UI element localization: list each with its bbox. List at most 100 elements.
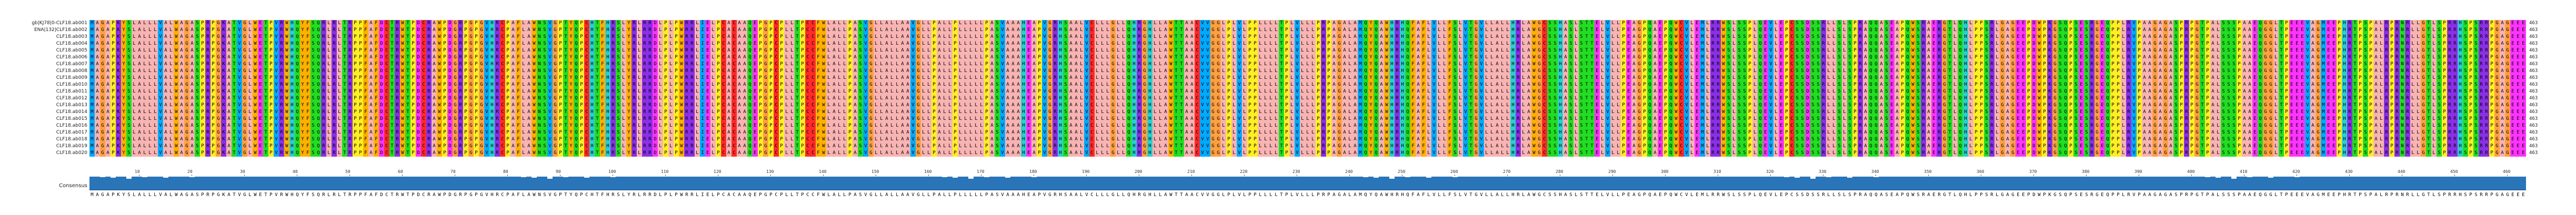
residue-cell: L bbox=[1095, 81, 1100, 88]
residue-cell: S bbox=[2437, 61, 2442, 68]
residue-cell: L bbox=[1231, 34, 1237, 40]
residue-cell: A bbox=[526, 34, 532, 40]
residue-cell: P bbox=[2042, 34, 2047, 40]
residue-cell: S bbox=[616, 34, 621, 40]
residue-cell: S bbox=[1579, 88, 1584, 95]
residue-cell: L bbox=[1437, 81, 1442, 88]
residue-cell: P bbox=[1621, 88, 1626, 95]
residue-cell: L bbox=[1831, 54, 1837, 61]
residue-cell: A bbox=[900, 47, 905, 54]
residue-cell: L bbox=[1952, 47, 1958, 54]
residue-cell: P bbox=[1226, 81, 1231, 88]
residue-cell: A bbox=[2158, 20, 2163, 27]
residue-cell: M bbox=[1700, 20, 1705, 27]
residue-cell: R bbox=[458, 81, 463, 88]
residue-cell: C bbox=[721, 61, 726, 68]
residue-cell: W bbox=[679, 75, 684, 81]
residue-cell: G bbox=[242, 81, 247, 88]
sequence-name[interactable]: CLF18.ab009 bbox=[3, 75, 87, 81]
residue-cell: G bbox=[2421, 68, 2426, 75]
residue-cell: D bbox=[447, 88, 453, 95]
sequence-name[interactable]: CLF18.ab003 bbox=[3, 34, 87, 40]
residue-cell: P bbox=[1979, 34, 1984, 40]
residue-cell: W bbox=[679, 81, 684, 88]
sequence-name[interactable]: gb|KJ78|0-CLF18.ab001 bbox=[3, 20, 87, 27]
residue-cell: P bbox=[474, 81, 479, 88]
residue-cell: A bbox=[2168, 27, 2173, 34]
residue-cell: L bbox=[1752, 75, 1758, 81]
residue-cell: P bbox=[2442, 81, 2447, 88]
sequence-name[interactable]: CLF18.ab017 bbox=[3, 129, 87, 136]
residue-cell: E bbox=[2289, 61, 2294, 68]
residue-cell: A bbox=[1379, 54, 1384, 61]
residue-cell: T bbox=[232, 27, 237, 34]
residue-cell: V bbox=[863, 54, 868, 61]
residue-cell: R bbox=[347, 54, 353, 61]
residue-cell: G bbox=[184, 88, 189, 95]
residue-cell: V bbox=[1042, 81, 1047, 88]
residue-cell: L bbox=[658, 81, 663, 88]
residue-cell: L bbox=[958, 27, 963, 34]
residue-cell: L bbox=[1610, 68, 1616, 75]
residue-cell: P bbox=[353, 61, 358, 68]
residue-cell: F bbox=[363, 61, 368, 68]
residue-cell: W bbox=[821, 81, 826, 88]
residue-cell: P bbox=[1252, 34, 1258, 40]
residue-cell: R bbox=[632, 68, 637, 75]
residue-cell: C bbox=[1679, 61, 1684, 68]
sequence-name[interactable]: ENA|132|CLF18.ab002 bbox=[3, 27, 87, 34]
residue-cell: P bbox=[2137, 27, 2142, 34]
residue-cell: L bbox=[1274, 27, 1279, 34]
sequence-name[interactable]: CLF18.ab013 bbox=[3, 102, 87, 109]
residue-cell: K bbox=[2047, 81, 2052, 88]
sequence-name[interactable]: CLF18.ab007 bbox=[3, 61, 87, 68]
residue-cell: P bbox=[1900, 54, 1905, 61]
residue-cell: P bbox=[1326, 40, 1331, 47]
residue-cell: L bbox=[2431, 61, 2437, 68]
residue-cell: L bbox=[2431, 75, 2437, 81]
sequence-name[interactable]: CLF18.ab020 bbox=[3, 150, 87, 157]
residue-cell: R bbox=[2184, 27, 2189, 34]
residue-cell: A bbox=[1926, 40, 1931, 47]
sequence-name[interactable]: CLF18.ab019 bbox=[3, 143, 87, 150]
sequence-name[interactable]: CLF18.ab014 bbox=[3, 109, 87, 116]
residue-cell: V bbox=[237, 88, 242, 95]
sequence-name[interactable]: CLF18.ab016 bbox=[3, 122, 87, 129]
residue-cell: Q bbox=[1758, 54, 1763, 61]
residue-cell: W bbox=[253, 68, 258, 75]
residue-cell: V bbox=[1463, 40, 1468, 47]
residue-cell: V bbox=[1463, 27, 1468, 34]
sequence-name[interactable]: CLF18.ab012 bbox=[3, 95, 87, 102]
sequence-name[interactable]: CLF18.ab010 bbox=[3, 81, 87, 88]
residue-cell: R bbox=[279, 75, 284, 81]
residue-cell: H bbox=[1389, 27, 1395, 34]
residue-cell: R bbox=[2184, 34, 2189, 40]
residue-cell: E bbox=[705, 54, 710, 61]
sequence-name[interactable]: CLF18.ab004 bbox=[3, 40, 87, 47]
residue-cell: A bbox=[2168, 61, 2173, 68]
residue-cell: A bbox=[1863, 27, 1868, 34]
residue-cell: E bbox=[258, 61, 263, 68]
residue-cell: P bbox=[2389, 20, 2394, 27]
residue-cell: L bbox=[958, 20, 963, 27]
residue-cell: S bbox=[1568, 61, 1573, 68]
sequence-name[interactable]: CLF18.ab011 bbox=[3, 88, 87, 95]
residue-cell: A bbox=[1495, 88, 1500, 95]
residue-cell: G bbox=[479, 75, 484, 81]
sequence-name[interactable]: CLF18.ab018 bbox=[3, 136, 87, 143]
residue-cell: L bbox=[968, 68, 974, 75]
residue-cell: S bbox=[1847, 75, 1852, 81]
residue-cell: S bbox=[2073, 54, 2079, 61]
residue-cell: A bbox=[1184, 47, 1189, 54]
sequence-name[interactable]: CLF18.ab015 bbox=[3, 116, 87, 122]
residue-cell: E bbox=[258, 88, 263, 95]
residue-cell: Y bbox=[300, 75, 305, 81]
sequence-name[interactable]: CLF18.ab006 bbox=[3, 54, 87, 61]
residue-cell: A bbox=[937, 47, 942, 54]
residue-cell: R bbox=[1395, 75, 1400, 81]
residue-cell: P bbox=[1247, 27, 1252, 34]
sequence-name[interactable]: CLF18.ab008 bbox=[3, 68, 87, 75]
sequence-name[interactable]: CLF18.ab005 bbox=[3, 47, 87, 54]
residue-cell: E bbox=[2521, 68, 2526, 75]
